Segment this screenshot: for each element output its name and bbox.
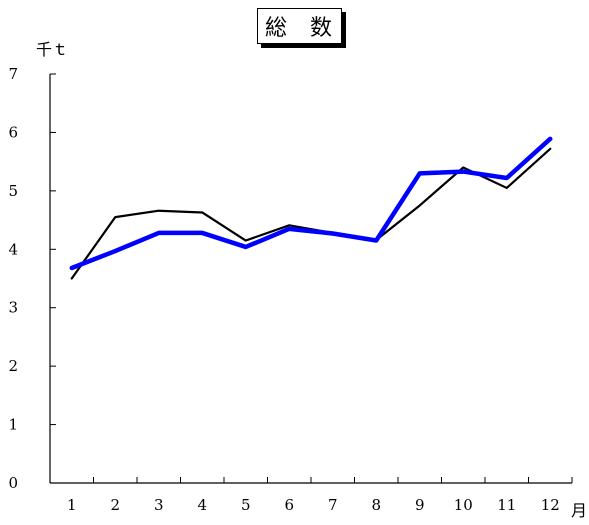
series-lines [69,136,553,280]
x-tick-label: 4 [197,496,207,514]
y-tick-label: 4 [8,240,18,258]
x-tick-label: 9 [415,496,425,514]
y-tick-label: 0 [8,474,18,492]
y-tick-label: 7 [8,65,18,83]
x-tick-label: 3 [154,496,164,514]
y-tick-label: 6 [8,123,18,141]
axes [49,74,572,484]
x-tick-label: 1 [67,496,77,514]
y-axis-unit: 千ｔ [36,40,69,59]
x-tick-label: 7 [328,496,338,514]
x-axis-unit: 月 [571,501,588,520]
x-tick-label: 6 [284,496,294,514]
x-tick-label: 12 [541,496,560,514]
x-tick-label: 2 [110,496,120,514]
chart-title: 総 数 [257,8,342,44]
series-line-2 [69,136,553,271]
y-tick-label: 5 [8,182,18,200]
x-tick-label: 11 [497,496,516,514]
y-ticks: 0 1 2 3 4 5 6 7 [8,65,56,492]
x-tick-label: 10 [454,496,473,514]
y-tick-label: 3 [8,299,18,317]
series-line-1 [70,147,552,280]
y-tick-label: 1 [8,416,18,434]
x-ticks: 1 2 3 4 5 6 7 8 9 10 11 12 [49,477,573,514]
x-tick-label: 5 [241,496,251,514]
x-tick-label: 8 [371,496,381,514]
y-tick-label: 2 [8,357,18,375]
